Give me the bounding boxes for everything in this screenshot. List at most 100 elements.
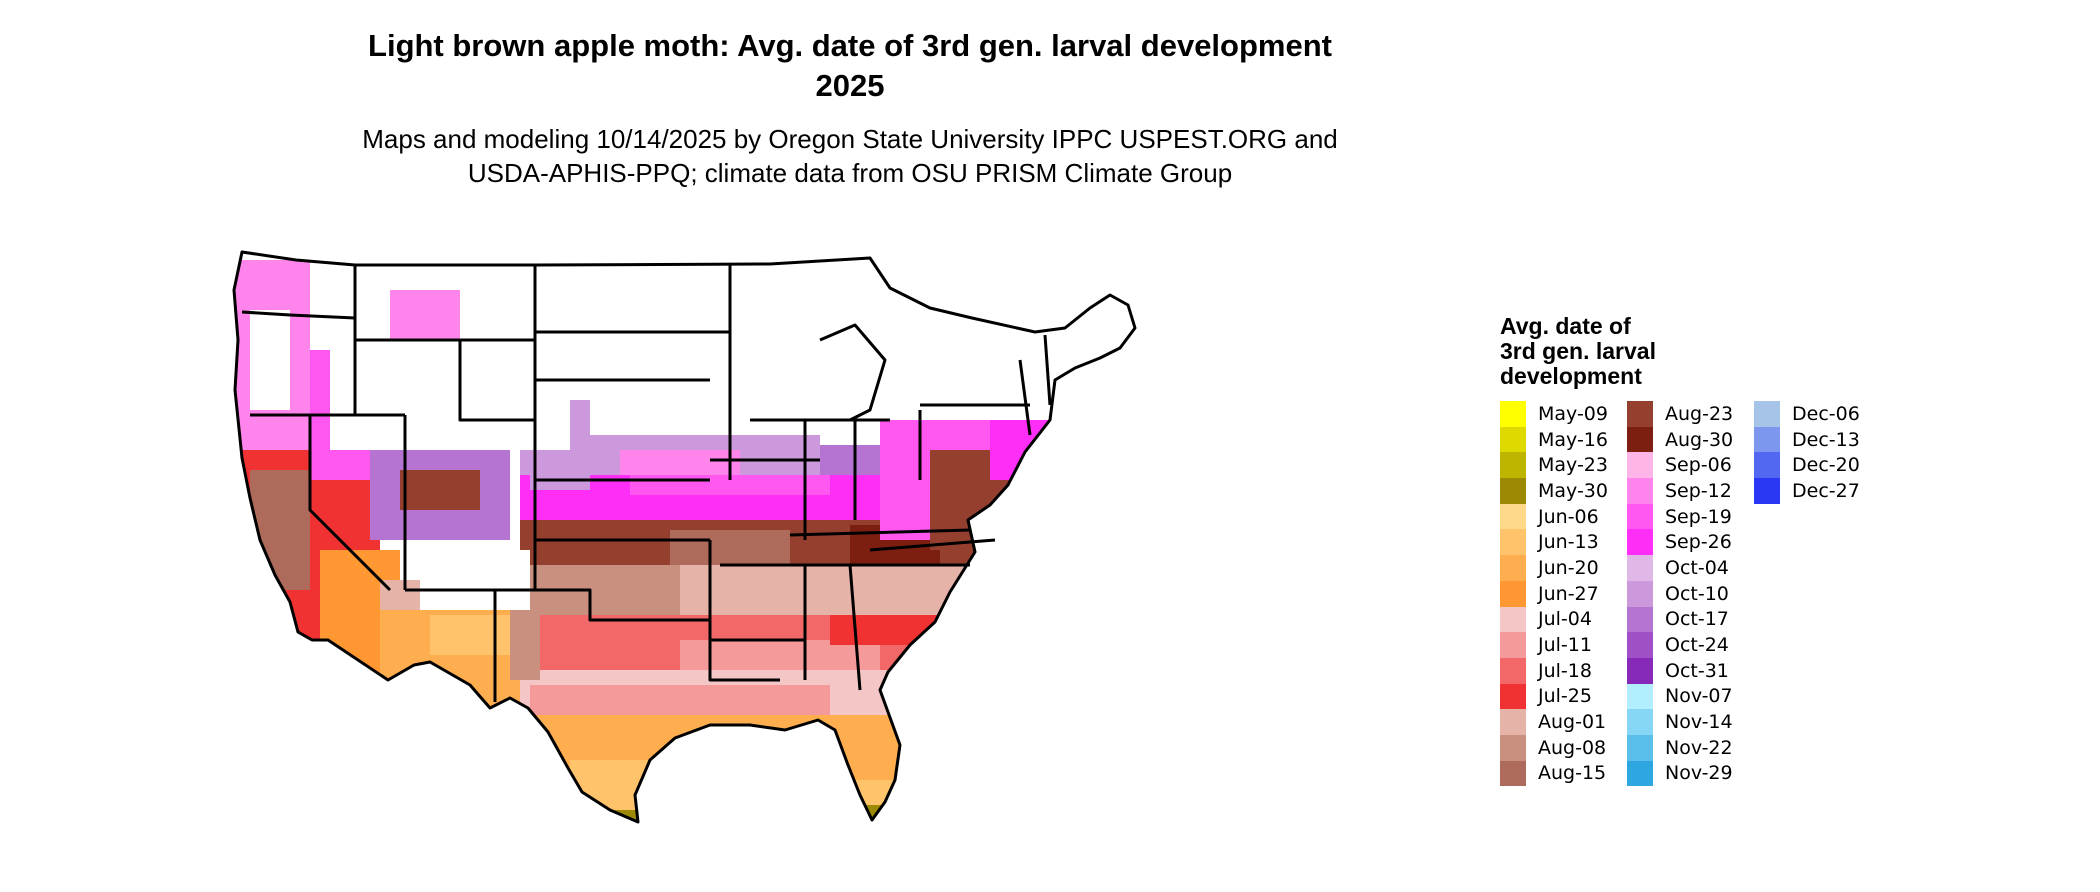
legend-label: Oct-24 bbox=[1665, 634, 1729, 657]
state-borders bbox=[232, 250, 1137, 824]
legend-label: Oct-31 bbox=[1665, 659, 1729, 682]
legend-swatch bbox=[1500, 529, 1526, 556]
legend-swatch bbox=[1627, 401, 1653, 427]
legend-item: Jul-18 bbox=[1500, 657, 1627, 684]
legend-swatch bbox=[1500, 632, 1526, 658]
legend-item: May-09 bbox=[1500, 401, 1627, 427]
border-mo-ar bbox=[708, 540, 780, 682]
legend-swatch bbox=[1500, 709, 1526, 735]
legend-label: Aug-01 bbox=[1538, 711, 1607, 734]
legend-label: Nov-29 bbox=[1665, 762, 1733, 785]
legend-swatch bbox=[1627, 580, 1653, 607]
legend-label: Oct-10 bbox=[1665, 582, 1729, 605]
legend-swatch bbox=[1500, 426, 1526, 453]
border-va-nc bbox=[869, 538, 996, 552]
legend-title-line-2: 3rd gen. larval bbox=[1500, 338, 1656, 364]
legend-swatch bbox=[1500, 760, 1526, 787]
legend-label: May-09 bbox=[1538, 402, 1608, 425]
legend-label: Oct-17 bbox=[1665, 608, 1729, 631]
legend-item: May-16 bbox=[1500, 426, 1627, 453]
legend-item: Aug-15 bbox=[1500, 760, 1627, 787]
legend-item: Jun-27 bbox=[1500, 580, 1627, 607]
legend-label: Aug-15 bbox=[1538, 762, 1607, 785]
legend-item: Aug-08 bbox=[1500, 734, 1627, 761]
legend-title-line-1: Avg. date of bbox=[1500, 313, 1631, 339]
legend-swatch bbox=[1627, 426, 1653, 453]
legend-swatch bbox=[1500, 734, 1526, 761]
legend-swatch bbox=[1500, 555, 1526, 581]
legend-title: Avg. date of 3rd gen. larval development bbox=[1500, 314, 1740, 389]
legend-item: Sep-26 bbox=[1627, 529, 1754, 556]
legend-label: Sep-12 bbox=[1665, 479, 1732, 502]
legend-label: Aug-23 bbox=[1665, 402, 1734, 425]
legend-swatch bbox=[1500, 401, 1526, 427]
legend-swatch bbox=[1500, 606, 1526, 633]
legend-column: Dec-06 Dec-13 Dec-20 Dec-27 bbox=[1754, 401, 1881, 786]
legend-swatch bbox=[1754, 426, 1780, 453]
border-michigan bbox=[819, 323, 887, 422]
legend-swatch bbox=[1500, 580, 1526, 607]
legend-swatch bbox=[1500, 683, 1526, 710]
legend-item: Oct-17 bbox=[1627, 606, 1754, 633]
legend-item: Jun-13 bbox=[1500, 529, 1627, 556]
legend-item: Dec-06 bbox=[1754, 401, 1881, 427]
legend-label: Jun-27 bbox=[1538, 582, 1599, 605]
legend-label: Jul-04 bbox=[1538, 608, 1592, 631]
legend-item: Sep-12 bbox=[1627, 478, 1754, 504]
legend-swatch bbox=[1500, 478, 1526, 504]
border-ok-tx bbox=[535, 588, 710, 622]
legend-swatch bbox=[1500, 452, 1526, 479]
legend-label: Aug-08 bbox=[1538, 736, 1607, 759]
legend-label: May-23 bbox=[1538, 454, 1608, 477]
us-map bbox=[232, 250, 1137, 824]
legend-column: May-09 May-16 May-23 May-30 Jun-06 Jun-13 Jun-… bbox=[1500, 401, 1627, 787]
legend-swatch bbox=[1627, 632, 1653, 658]
border-ky-tn bbox=[789, 528, 971, 537]
legend-swatch bbox=[1627, 657, 1653, 684]
border-ny-ne bbox=[1018, 359, 1032, 436]
legend-swatch bbox=[1627, 478, 1653, 504]
legend-item: Jul-04 bbox=[1500, 606, 1627, 633]
legend-label: Nov-14 bbox=[1665, 711, 1733, 734]
legend-item: Aug-23 bbox=[1627, 401, 1754, 427]
legend-item: Aug-30 bbox=[1627, 426, 1754, 453]
legend-item: Aug-01 bbox=[1500, 709, 1627, 735]
map-title-line-1: Light brown apple moth: Avg. date of 3rd… bbox=[368, 28, 1332, 63]
legend-item: Jul-25 bbox=[1500, 683, 1627, 710]
legend-item: Jun-20 bbox=[1500, 555, 1627, 581]
legend-item: Jul-11 bbox=[1500, 632, 1627, 658]
legend: Avg. date of 3rd gen. larval development… bbox=[1500, 314, 1881, 787]
border-al-ga bbox=[848, 564, 862, 691]
legend-label: May-16 bbox=[1538, 428, 1608, 451]
legend-item: Dec-20 bbox=[1754, 452, 1881, 479]
legend-item: Oct-24 bbox=[1627, 632, 1754, 658]
legend-item: Dec-13 bbox=[1754, 426, 1881, 453]
legend-columns: May-09 May-16 May-23 May-30 Jun-06 Jun-13 Jun-… bbox=[1500, 401, 1881, 787]
legend-label: Nov-07 bbox=[1665, 685, 1733, 708]
legend-item: Oct-10 bbox=[1627, 580, 1754, 607]
legend-column: Aug-23 Aug-30 Sep-06 Sep-12 Sep-19 Sep-26 Oct-… bbox=[1627, 401, 1754, 787]
legend-swatch bbox=[1627, 503, 1653, 530]
border-nh-vt bbox=[1043, 334, 1052, 406]
legend-label: Dec-20 bbox=[1792, 454, 1860, 477]
map-subtitle: Maps and modeling 10/14/2025 by Oregon S… bbox=[190, 122, 1510, 190]
legend-item: Oct-04 bbox=[1627, 555, 1754, 581]
legend-swatch bbox=[1627, 683, 1653, 710]
legend-item: Nov-14 bbox=[1627, 709, 1754, 735]
national-boundary bbox=[232, 250, 1137, 824]
legend-label: Oct-04 bbox=[1665, 556, 1729, 579]
legend-label: Aug-30 bbox=[1665, 428, 1734, 451]
legend-label: Sep-06 bbox=[1665, 454, 1732, 477]
legend-item: Dec-27 bbox=[1754, 478, 1881, 504]
legend-label: Jul-11 bbox=[1538, 634, 1592, 657]
legend-swatch bbox=[1627, 529, 1653, 556]
legend-swatch bbox=[1754, 401, 1780, 427]
legend-item: Jun-06 bbox=[1500, 503, 1627, 530]
legend-item: Sep-06 bbox=[1627, 452, 1754, 479]
legend-swatch bbox=[1500, 503, 1526, 530]
legend-swatch bbox=[1627, 606, 1653, 633]
legend-label: Jun-20 bbox=[1538, 556, 1599, 579]
map-title: Light brown apple moth: Avg. date of 3rd… bbox=[190, 26, 1510, 106]
legend-item: Nov-07 bbox=[1627, 683, 1754, 710]
legend-swatch bbox=[1627, 734, 1653, 761]
